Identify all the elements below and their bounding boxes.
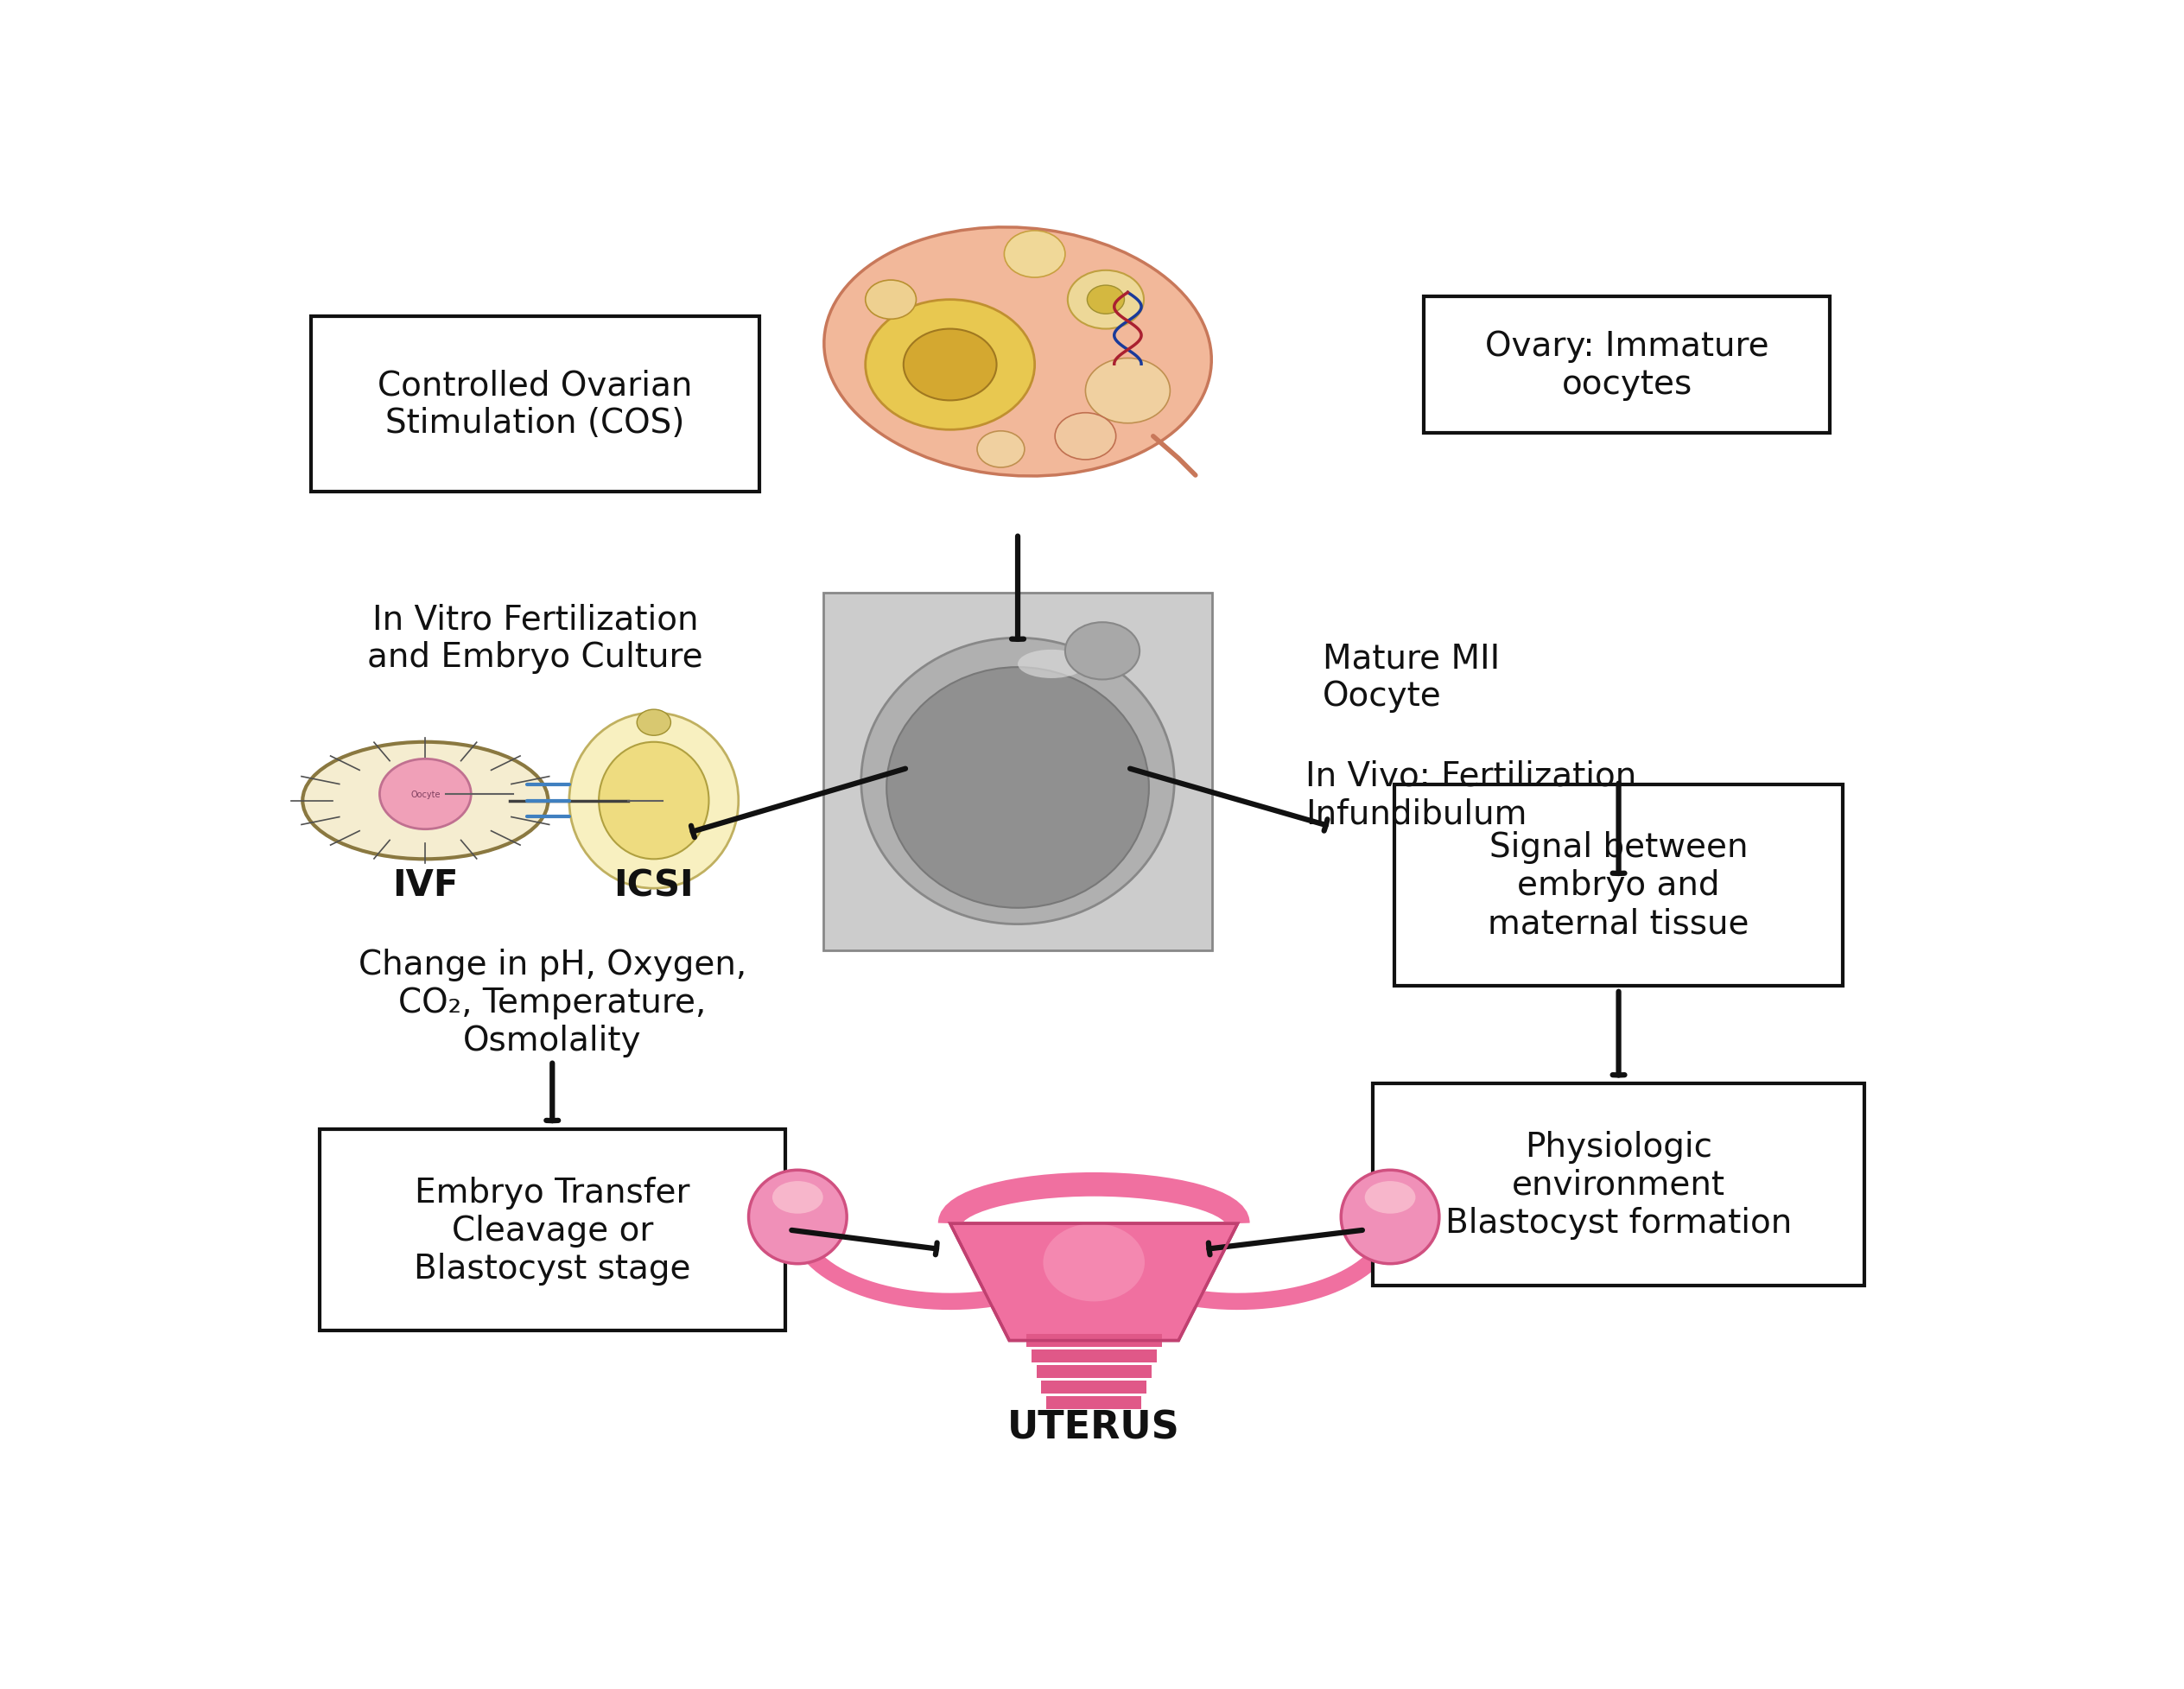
FancyBboxPatch shape — [1026, 1334, 1162, 1348]
Ellipse shape — [598, 743, 710, 860]
Text: Ovary: Immature
oocytes: Ovary: Immature oocytes — [1485, 329, 1769, 400]
Text: Controlled Ovarian
Stimulation (COS): Controlled Ovarian Stimulation (COS) — [378, 368, 692, 439]
Circle shape — [976, 432, 1024, 468]
FancyBboxPatch shape — [1374, 1084, 1865, 1285]
Circle shape — [1005, 231, 1066, 279]
FancyBboxPatch shape — [1037, 1365, 1151, 1378]
Ellipse shape — [1044, 1223, 1144, 1302]
Text: In Vivo: Fertilization
Infundibulum: In Vivo: Fertilization Infundibulum — [1306, 758, 1636, 829]
Ellipse shape — [1088, 285, 1125, 314]
Ellipse shape — [823, 228, 1212, 476]
FancyBboxPatch shape — [1031, 1350, 1158, 1363]
Ellipse shape — [1341, 1170, 1439, 1263]
FancyBboxPatch shape — [319, 1130, 784, 1331]
Circle shape — [1055, 414, 1116, 459]
FancyBboxPatch shape — [1393, 785, 1843, 986]
Text: Change in pH, Oxygen,
CO₂, Temperature,
Osmolality: Change in pH, Oxygen, CO₂, Temperature, … — [358, 948, 747, 1057]
Ellipse shape — [1018, 650, 1085, 679]
Polygon shape — [950, 1223, 1238, 1341]
Ellipse shape — [860, 638, 1175, 924]
Ellipse shape — [865, 301, 1035, 431]
Circle shape — [865, 280, 917, 319]
FancyBboxPatch shape — [823, 593, 1212, 951]
Ellipse shape — [887, 667, 1149, 909]
Circle shape — [380, 760, 472, 829]
Circle shape — [638, 709, 670, 736]
Circle shape — [1066, 623, 1140, 681]
FancyBboxPatch shape — [310, 316, 760, 491]
Ellipse shape — [570, 713, 738, 888]
Text: ICSI: ICSI — [614, 868, 695, 904]
Text: IVF: IVF — [393, 868, 459, 904]
FancyBboxPatch shape — [1424, 297, 1830, 434]
Text: Physiologic
environment
Blastocyst formation: Physiologic environment Blastocyst forma… — [1446, 1130, 1791, 1240]
Text: In Vitro Fertilization
and Embryo Culture: In Vitro Fertilization and Embryo Cultur… — [367, 603, 703, 674]
Text: Mature MII
Oocyte: Mature MII Oocyte — [1324, 642, 1500, 713]
Ellipse shape — [1365, 1181, 1415, 1214]
FancyBboxPatch shape — [1042, 1382, 1147, 1393]
Ellipse shape — [904, 329, 996, 400]
Text: Embryo Transfer
Cleavage or
Blastocyst stage: Embryo Transfer Cleavage or Blastocyst s… — [413, 1176, 690, 1285]
Ellipse shape — [773, 1181, 823, 1214]
FancyBboxPatch shape — [1046, 1397, 1142, 1410]
Ellipse shape — [1068, 270, 1144, 329]
Text: Signal between
embryo and
maternal tissue: Signal between embryo and maternal tissu… — [1487, 831, 1749, 939]
Circle shape — [1085, 358, 1171, 424]
Text: Oocyte: Oocyte — [411, 790, 441, 799]
Text: UTERUS: UTERUS — [1007, 1409, 1179, 1446]
Ellipse shape — [749, 1170, 847, 1263]
Ellipse shape — [304, 743, 548, 860]
